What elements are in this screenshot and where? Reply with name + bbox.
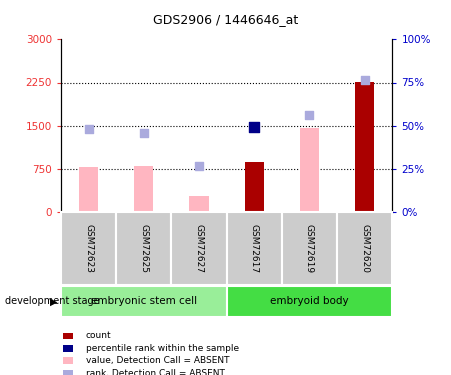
Bar: [134, 166, 153, 212]
Bar: [282, 212, 337, 285]
Bar: [79, 167, 98, 212]
Text: GSM72623: GSM72623: [84, 224, 93, 273]
Bar: [61, 286, 226, 317]
Bar: [226, 212, 282, 285]
Text: percentile rank within the sample: percentile rank within the sample: [86, 344, 239, 353]
Text: count: count: [86, 332, 111, 340]
Point: [361, 77, 368, 83]
Bar: [226, 286, 392, 317]
Bar: [171, 212, 226, 285]
Point: [85, 126, 92, 132]
Text: GSM72620: GSM72620: [360, 224, 369, 273]
Text: value, Detection Call = ABSENT: value, Detection Call = ABSENT: [86, 356, 229, 365]
Bar: [355, 82, 374, 212]
Bar: [189, 196, 209, 212]
Point: [251, 124, 258, 130]
Text: ▶: ▶: [50, 296, 58, 306]
Text: rank, Detection Call = ABSENT: rank, Detection Call = ABSENT: [86, 369, 225, 375]
Text: GSM72617: GSM72617: [250, 224, 259, 273]
Bar: [300, 128, 319, 212]
Point: [195, 163, 202, 169]
Bar: [244, 162, 264, 212]
Text: embryonic stem cell: embryonic stem cell: [91, 296, 197, 306]
Text: GSM72619: GSM72619: [305, 224, 314, 273]
Bar: [337, 212, 392, 285]
Point: [140, 130, 147, 136]
Text: GDS2906 / 1446646_at: GDS2906 / 1446646_at: [153, 13, 298, 26]
Point: [306, 112, 313, 118]
Text: GSM72625: GSM72625: [139, 224, 148, 273]
Bar: [61, 212, 116, 285]
Text: embryoid body: embryoid body: [270, 296, 349, 306]
Bar: [116, 212, 171, 285]
Text: development stage: development stage: [5, 296, 99, 306]
Text: GSM72627: GSM72627: [194, 224, 203, 273]
